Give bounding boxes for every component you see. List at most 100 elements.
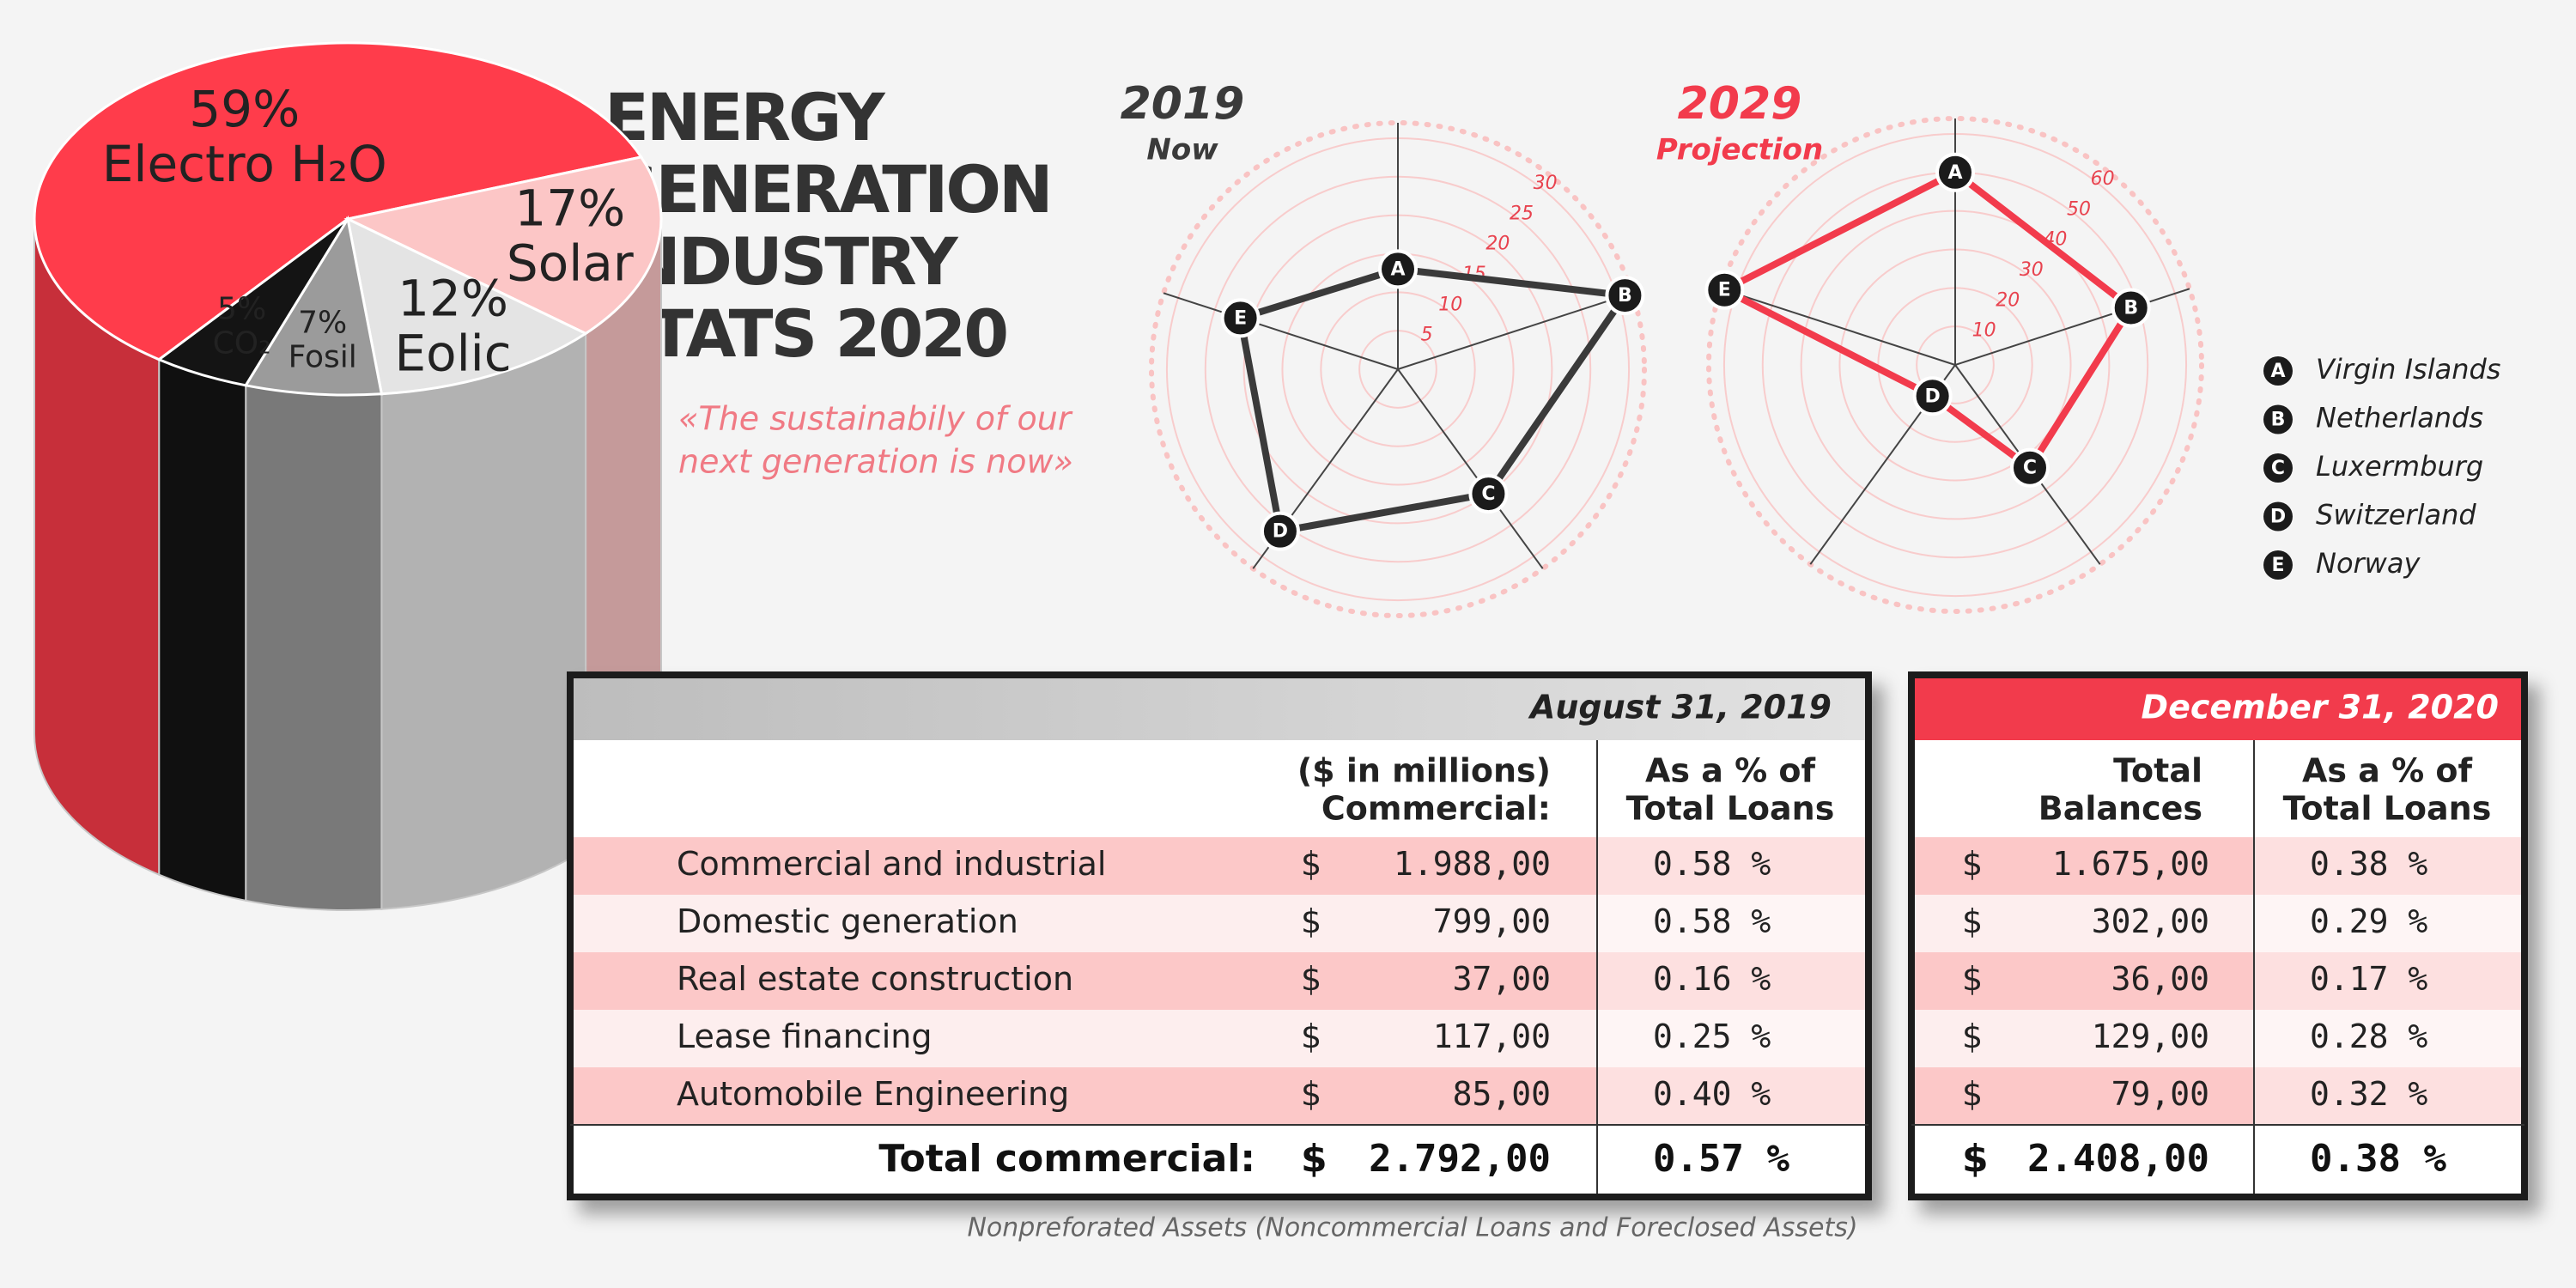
radar-point: [1605, 276, 1645, 316]
table-cell: 0.28 %: [2310, 1018, 2427, 1055]
radar-tick-label: 20: [1996, 289, 2020, 311]
pie-value-label: 12%: [398, 270, 508, 328]
table-cell: 0.32 %: [2310, 1075, 2427, 1113]
table-cell: 1.988,00: [1394, 845, 1551, 883]
table-cell: $: [1301, 960, 1321, 998]
radar-tick-label: 30: [1534, 173, 1558, 194]
title-line: ENERGY: [605, 79, 886, 155]
legend-marker: [2263, 453, 2293, 483]
column-header: Balances: [2038, 790, 2202, 828]
radar-point-label: C: [1481, 483, 1495, 505]
total-cell: $: [1962, 1137, 1989, 1181]
row-bg: [1915, 1067, 2254, 1125]
total-cell: 2.408,00: [2027, 1137, 2209, 1181]
title-line: STATS 2020: [605, 295, 1006, 372]
radar-point: [2111, 288, 2151, 328]
table-cell: Real estate construction: [677, 960, 1073, 998]
legend-marker: [2263, 550, 2293, 580]
radar-point-label: A: [1947, 162, 1962, 184]
row-bg-pct: [2254, 1067, 2521, 1125]
table-header: August 31, 2019: [1528, 689, 1832, 726]
pie-label: Electro H₂O: [102, 135, 387, 193]
legend-label: Virgin Islands: [2316, 353, 2500, 386]
table-cell: $: [1962, 960, 1983, 998]
row-bg: [1915, 1010, 2254, 1067]
row-bg-pct: [2254, 837, 2521, 895]
table-cell: 85,00: [1453, 1075, 1551, 1113]
pie-slice: [33, 41, 644, 361]
table-cell: 799,00: [1433, 902, 1551, 940]
radar-axis: [1720, 288, 1956, 366]
pie-value-label: 7%: [298, 306, 347, 341]
radar-point-label: D: [1273, 521, 1288, 543]
radar-axis: [1397, 368, 1544, 569]
legend-marker: [2263, 404, 2293, 434]
table-cell: 0.58 %: [1653, 902, 1771, 940]
table-cell: 117,00: [1433, 1018, 1551, 1055]
table-cell: 1.675,00: [2052, 845, 2209, 883]
column-header: Total: [2113, 752, 2202, 790]
pie-slice: [156, 217, 349, 387]
total-cell: 0.38 %: [2310, 1137, 2446, 1181]
quote-line: «The sustainabily of our: [678, 400, 1073, 438]
table-cell: $: [1301, 1075, 1321, 1113]
row-bg-pct: [1597, 1067, 1865, 1125]
pie-slice: [243, 215, 384, 397]
legend-key: D: [2270, 507, 2286, 528]
radar-subtitle: Now: [1146, 133, 1218, 167]
row-bg: [1915, 952, 2254, 1010]
pie-label: Eolic: [394, 325, 511, 383]
table-cell: Lease financing: [677, 1018, 932, 1055]
table-cell: $: [1301, 902, 1321, 940]
row-bg: [574, 837, 1597, 895]
footnote: Nonpreforated Assets (Noncommercial Loan…: [967, 1213, 1857, 1243]
table-cell: 302,00: [2092, 902, 2209, 940]
radar-tick-label: 10: [1438, 294, 1462, 315]
legend-key: A: [2270, 361, 2285, 382]
legend-marker: [2263, 501, 2293, 532]
pie-value-label: 5%: [217, 291, 266, 326]
pie-slice: [343, 155, 663, 336]
radar-axis: [1163, 292, 1399, 370]
column-header: As a % of: [1645, 752, 1816, 790]
radar-point-label: B: [2123, 297, 2138, 319]
radar-point-label: A: [1390, 258, 1405, 280]
total-cell: $: [1301, 1137, 1327, 1181]
table-cell: Domestic generation: [677, 902, 1018, 940]
row-bg-pct: [1597, 952, 1865, 1010]
table-cell: Commercial and industrial: [677, 845, 1107, 883]
radar-axis: [1954, 288, 2190, 366]
pie-value-label: 59%: [189, 80, 300, 138]
pie-wall: [245, 384, 383, 911]
column-header: ($ in millions): [1297, 752, 1551, 790]
pie-label: Solar: [507, 234, 634, 293]
column-header: Commercial:: [1321, 790, 1551, 828]
column-header: As a % of: [2302, 752, 2473, 790]
row-bg-pct: [1597, 1010, 1865, 1067]
legend-key: E: [2271, 555, 2284, 576]
table-cell: 0.25 %: [1653, 1018, 1771, 1055]
legend-marker: [2263, 356, 2293, 386]
table-cell: 36,00: [2111, 960, 2209, 998]
total-cell: 2.792,00: [1369, 1137, 1551, 1181]
table-cell: $: [1962, 1075, 1983, 1113]
radar-point: [1378, 249, 1418, 289]
row-bg: [1915, 837, 2254, 895]
table-cell: $: [1301, 1018, 1321, 1055]
quote-line: next generation is now»: [678, 443, 1073, 481]
radar-point: [1260, 511, 1300, 551]
radar-outer-ring: [1706, 116, 2204, 614]
pie-wall: [158, 358, 247, 902]
row-bg: [574, 1010, 1597, 1067]
radar-tick-label: 20: [1485, 234, 1510, 255]
table-header-band: [574, 678, 1865, 740]
radar-point-label: E: [1234, 307, 1247, 329]
radar-tick-label: 25: [1510, 203, 1534, 224]
row-bg: [574, 952, 1597, 1010]
radar-line: [1236, 265, 1629, 535]
column-header: Total Loans: [2283, 790, 2492, 828]
pie-slice: [345, 216, 589, 396]
row-bg-pct: [2254, 1010, 2521, 1067]
table-header-band: [1915, 678, 2521, 740]
